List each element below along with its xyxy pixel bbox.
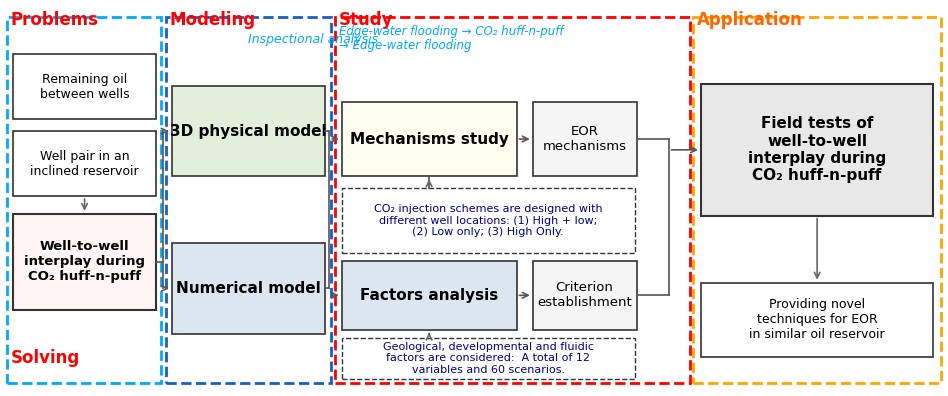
Text: Inspectional analysis: Inspectional analysis [248,33,378,46]
FancyBboxPatch shape [701,282,934,357]
Text: Providing novel
techniques for EOR
in similar oil reservoir: Providing novel techniques for EOR in si… [749,299,884,341]
Text: CO₂ injection schemes are designed with
different well locations: (1) High + low: CO₂ injection schemes are designed with … [374,204,603,237]
Text: Field tests of
well-to-well
interplay during
CO₂ huff-n-puff: Field tests of well-to-well interplay du… [748,116,886,183]
Text: Mechanisms study: Mechanisms study [350,131,508,147]
FancyBboxPatch shape [12,55,156,119]
FancyBboxPatch shape [341,188,635,253]
Text: Numerical model: Numerical model [175,281,320,296]
FancyBboxPatch shape [701,84,934,216]
Text: Well pair in an
inclined reservoir: Well pair in an inclined reservoir [30,150,138,177]
Text: Modeling: Modeling [170,11,256,29]
FancyBboxPatch shape [341,261,517,330]
Text: EOR
mechanisms: EOR mechanisms [542,125,627,153]
Text: Study: Study [338,11,393,29]
Text: Solving: Solving [10,349,80,367]
FancyBboxPatch shape [533,102,636,176]
FancyBboxPatch shape [172,86,324,176]
Text: 3D physical model: 3D physical model [170,124,326,139]
FancyBboxPatch shape [172,243,324,334]
Text: Edge-water flooding → CO₂ huff-n-puff: Edge-water flooding → CO₂ huff-n-puff [338,25,563,38]
FancyBboxPatch shape [341,102,517,176]
FancyBboxPatch shape [12,214,156,310]
Text: Well-to-well
interplay during
CO₂ huff-n-puff: Well-to-well interplay during CO₂ huff-n… [24,240,145,284]
FancyBboxPatch shape [533,261,636,330]
Text: Criterion
establishment: Criterion establishment [538,281,632,309]
Text: Application: Application [697,11,803,29]
Text: Factors analysis: Factors analysis [360,288,499,303]
Text: → Edge-water flooding: → Edge-water flooding [338,39,471,52]
Text: Problems: Problems [10,11,99,29]
Text: Geological, developmental and fluidic
factors are considered:  A total of 12
var: Geological, developmental and fluidic fa… [383,342,593,375]
Text: Remaining oil
between wells: Remaining oil between wells [40,73,129,101]
FancyBboxPatch shape [12,131,156,196]
FancyBboxPatch shape [341,338,635,379]
